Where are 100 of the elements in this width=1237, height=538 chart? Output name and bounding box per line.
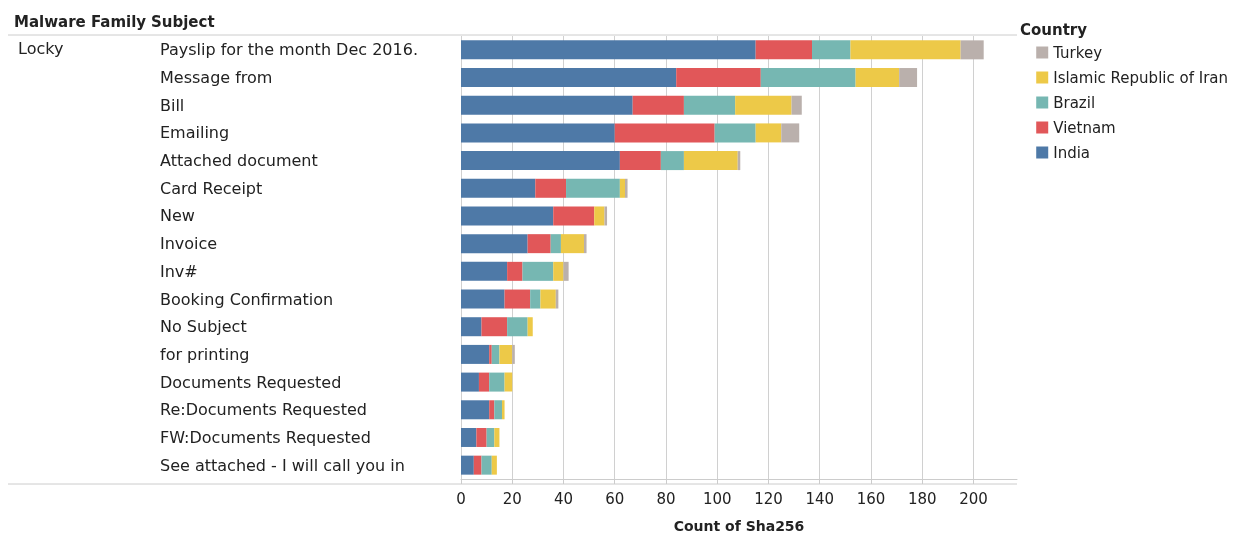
bar (461, 206, 554, 226)
x-tick-label: 80 (656, 489, 676, 508)
bar (478, 372, 490, 392)
bar (791, 95, 802, 115)
bar (461, 234, 528, 254)
bar (522, 261, 554, 281)
bar (850, 40, 961, 60)
bar (604, 206, 608, 226)
bar (960, 40, 984, 60)
bar (583, 234, 587, 254)
bar (566, 178, 620, 198)
y-tick-label: for printing (160, 344, 250, 364)
y-tick-label: Emailing (160, 123, 230, 143)
bar (512, 344, 515, 364)
legend-label: Brazil (1053, 93, 1096, 112)
y-tick-label: Invoice (160, 234, 218, 254)
bar (494, 400, 502, 420)
bar (481, 317, 508, 337)
y-tick-label: Booking Confirmation (160, 289, 334, 309)
bar (507, 317, 528, 337)
bar (461, 427, 477, 447)
bar (461, 95, 633, 115)
bar (461, 68, 677, 88)
bar (489, 344, 492, 364)
x-tick-label: 100 (702, 489, 732, 508)
x-tick-label: 140 (805, 489, 835, 508)
bar (489, 372, 505, 392)
bar (553, 261, 564, 281)
bar (755, 40, 813, 60)
x-tick-label: 200 (959, 489, 988, 508)
bar (899, 68, 918, 88)
legend-label: Vietnam (1053, 118, 1116, 137)
bar (781, 123, 800, 143)
y-tick-label: No Subject (160, 317, 247, 337)
x-tick-label: 0 (456, 489, 466, 508)
y-axis-title: Subject (151, 12, 215, 31)
bar (755, 123, 782, 143)
bar (527, 234, 551, 254)
bar (507, 261, 523, 281)
bar (540, 289, 556, 309)
bar (461, 455, 474, 475)
x-tick-label: 60 (605, 489, 625, 508)
legend-label: India (1053, 143, 1091, 162)
bar (461, 40, 756, 60)
bar (535, 178, 567, 198)
bar (714, 123, 756, 143)
bar (494, 427, 500, 447)
x-tick-label: 20 (502, 489, 522, 508)
y-tick-label: Attached document (160, 151, 318, 171)
bar (683, 151, 738, 171)
bar (461, 317, 482, 337)
text: Malware Family (14, 12, 147, 31)
bar (461, 344, 490, 364)
bar (461, 289, 505, 309)
bar (735, 95, 792, 115)
bar (624, 178, 628, 198)
bar (527, 317, 533, 337)
bar (473, 455, 482, 475)
bar (530, 289, 541, 309)
bar (461, 261, 508, 281)
bar (594, 206, 605, 226)
bar (553, 206, 595, 226)
bar (619, 178, 625, 198)
bar (461, 151, 620, 171)
bar (550, 234, 561, 254)
bar (489, 400, 495, 420)
legend-label: Turkey (1052, 43, 1103, 62)
bar (461, 178, 536, 198)
bar (614, 123, 715, 143)
y-tick-label: See attached - I will call you in (160, 455, 405, 475)
bar (461, 372, 479, 392)
y-tick-label: Message from (160, 68, 273, 88)
bar (683, 95, 736, 115)
y-tick-label: New (160, 206, 195, 226)
bar (560, 234, 584, 254)
bar (491, 455, 497, 475)
bar (676, 68, 761, 88)
bar (619, 151, 661, 171)
bar (461, 400, 490, 420)
bar (504, 372, 513, 392)
legend-title: Country (1019, 20, 1088, 39)
bar (476, 427, 487, 447)
y-tick-label: Payslip for the month Dec 2016. (160, 40, 418, 60)
bar (502, 400, 505, 420)
y-tick-label: FW:Documents Requested (160, 427, 371, 447)
x-tick-label: 180 (907, 489, 937, 508)
bar (563, 261, 569, 281)
y-tick-label: Re:Documents Requested (160, 400, 367, 420)
bar (504, 289, 531, 309)
text: Locky (18, 38, 64, 58)
bar (855, 68, 900, 88)
legend-label: Islamic Republic of Iran (1053, 68, 1229, 87)
bar (481, 455, 492, 475)
bar (812, 40, 851, 60)
x-tick-label: 160 (856, 489, 886, 508)
y-tick-label: Inv# (160, 261, 198, 281)
x-tick-label: 40 (553, 489, 574, 508)
bar (760, 68, 856, 88)
bar (632, 95, 684, 115)
y-tick-label: Documents Requested (160, 372, 342, 392)
